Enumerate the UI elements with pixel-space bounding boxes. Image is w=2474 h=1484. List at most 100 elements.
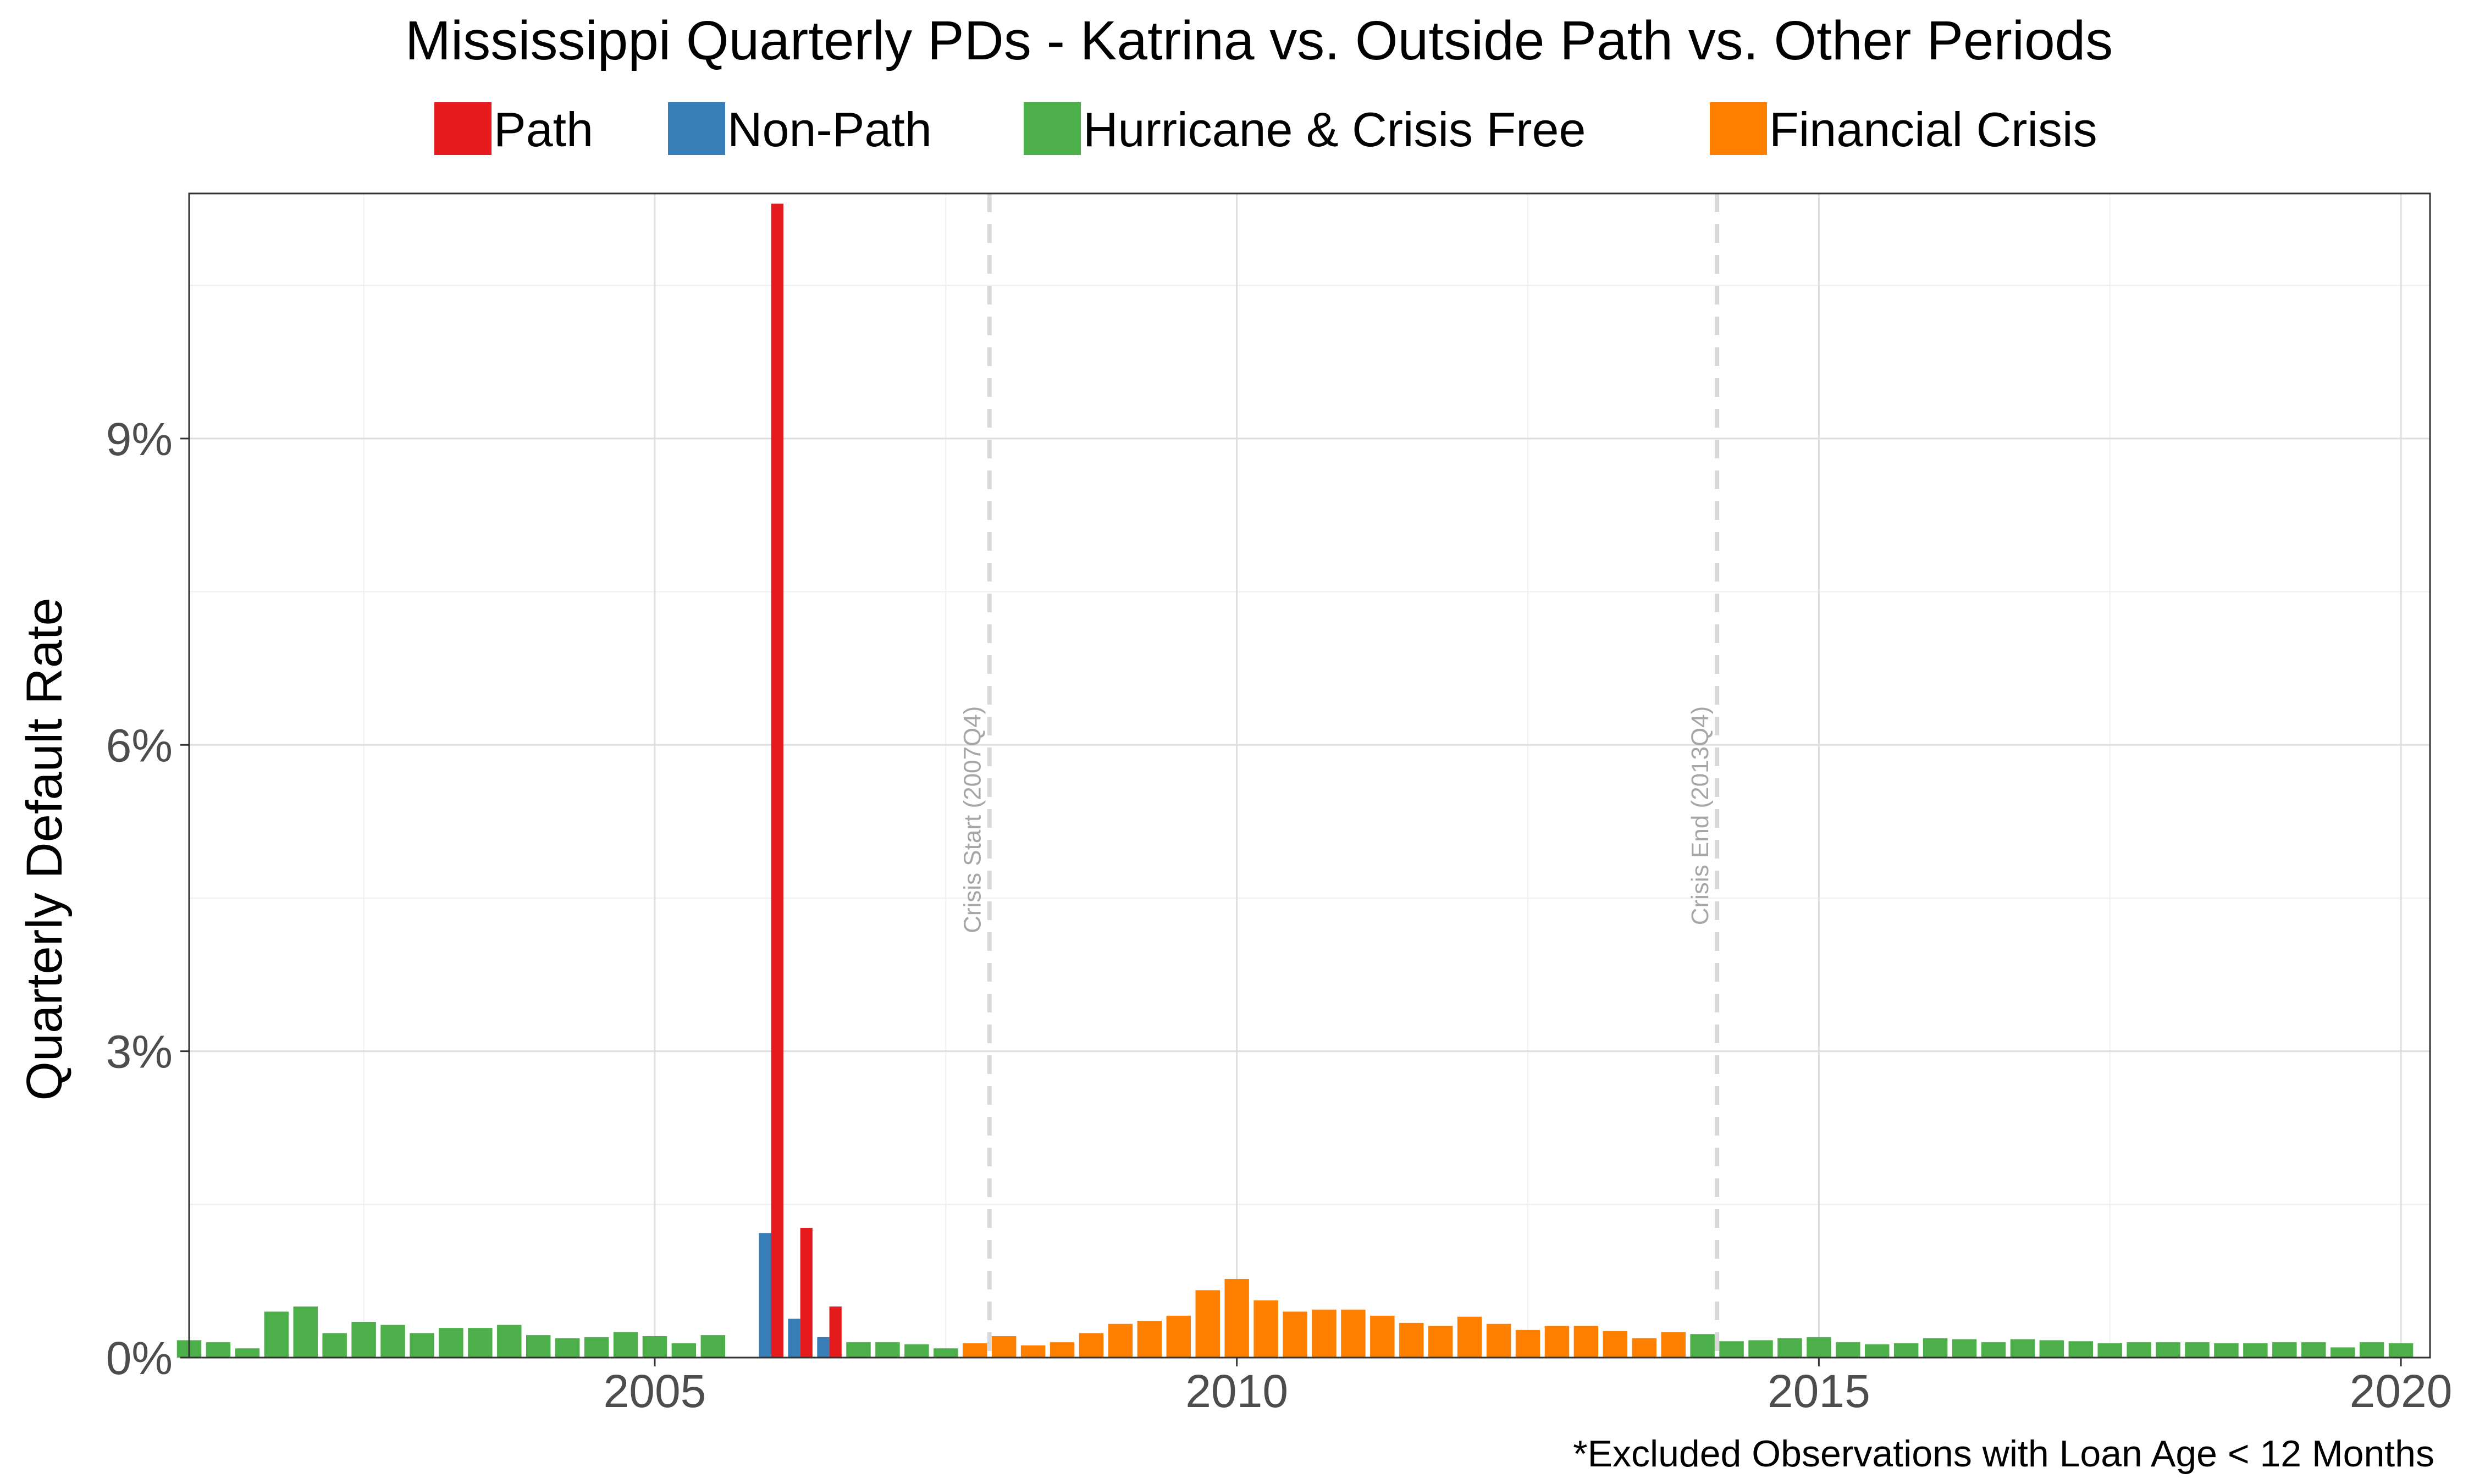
bar-path-2006Q1 [771,203,783,1358]
legend-swatch-path [434,102,492,155]
bar-crisis-2010Q2 [1253,1300,1278,1358]
bar-free-2004Q1 [526,1335,551,1358]
bar-nonpath-2006Q2 [788,1319,800,1358]
bar-crisis-2011Q1 [1341,1309,1366,1358]
plot-panel: Crisis Start (2007Q4) Crisis End (2013Q4) [176,192,2431,1359]
y-tick-label: 3% [106,1026,173,1078]
bar-free-2017Q1 [2039,1340,2064,1358]
bar-crisis-2009Q1 [1108,1324,1133,1358]
bar-free-2014Q4 [1777,1338,1802,1358]
bar-crisis-2013Q2 [1603,1331,1628,1358]
bar-free-2014Q3 [1748,1340,1773,1358]
bar-free-2019Q1 [2272,1342,2297,1358]
bar-free-2003Q2 [439,1328,463,1358]
bar-crisis-2011Q4 [1428,1326,1453,1358]
bar-free-2014Q2 [1719,1341,1744,1358]
grid-minor [189,193,2430,1358]
bar-crisis-2012Q3 [1515,1330,1540,1358]
bar-free-2016Q4 [2010,1339,2035,1358]
legend-label-free: Hurricane & Crisis Free [1083,102,1586,157]
bar-free-2014Q1 [1690,1334,1715,1358]
bar-free-2015Q2 [1836,1342,1860,1358]
bar-crisis-2011Q2 [1370,1315,1395,1358]
bar-free-2019Q2 [2301,1342,2326,1358]
bar-free-2016Q1 [1923,1338,1948,1358]
bar-nonpath-2006Q3 [817,1337,830,1358]
bar-free-2001Q4 [264,1311,289,1358]
legend-label-nonpath: Non-Path [727,102,932,157]
bar-free-2003Q3 [468,1328,493,1358]
bar-crisis-2010Q3 [1283,1311,1307,1358]
bar-crisis-2012Q4 [1544,1326,1570,1358]
bar-crisis-2008Q2 [1020,1345,1046,1358]
plot-border [188,192,2431,1359]
bar-crisis-2007Q4 [963,1343,987,1358]
bar-free-2002Q1 [293,1306,318,1358]
bar-free-2003Q1 [410,1333,434,1358]
legend-swatch-nonpath [668,102,725,155]
bar-crisis-2012Q2 [1486,1324,1511,1358]
bar-free-2005Q1 [642,1336,667,1358]
bar-crisis-2010Q1 [1224,1278,1249,1358]
bar-free-2018Q3 [2214,1343,2239,1358]
bar-nonpath-2006Q1 [759,1233,771,1358]
bar-free-2015Q1 [1807,1337,1831,1358]
bar-crisis-2008Q4 [1079,1333,1104,1358]
bar-free-2018Q2 [2185,1342,2210,1358]
bar-crisis-2010Q4 [1312,1309,1337,1358]
bar-crisis-2009Q2 [1137,1321,1162,1358]
bar-free-2002Q2 [322,1333,347,1358]
plot-background [189,193,2430,1358]
bar-free-2005Q3 [700,1335,726,1358]
bar-crisis-2012Q1 [1457,1316,1482,1358]
bar-free-2002Q3 [351,1321,376,1358]
legend: Path Non-Path Hurricane & Crisis Free Finan… [434,102,2097,157]
y-tick-label: 9% [106,413,173,465]
y-axis: 0% 3% 6% 9% [106,413,189,1384]
bar-free-2007Q3 [934,1348,958,1358]
bar-free-2018Q4 [2243,1343,2268,1358]
bar-free-2015Q4 [1893,1343,1919,1358]
x-tick-label: 2010 [1185,1365,1288,1417]
bar-crisis-2013Q1 [1573,1326,1599,1358]
x-tick-label: 2015 [1768,1365,1870,1417]
legend-swatch-free [1024,102,1081,155]
bar-free-2003Q4 [497,1325,522,1358]
bar-free-2007Q1 [875,1342,900,1358]
legend-label-path: Path [494,102,593,157]
bar-free-2019Q3 [2330,1347,2355,1358]
bar-free-2017Q4 [2127,1342,2151,1358]
bar-crisis-2011Q3 [1399,1322,1424,1358]
bar-free-2004Q2 [555,1338,580,1358]
bar-path-2006Q3 [829,1306,842,1358]
legend-label-crisis: Financial Crisis [1769,102,2097,157]
bar-free-2001Q2 [206,1342,231,1358]
x-axis: 2005 2010 2015 2020 [604,1358,2453,1417]
x-tick-label: 2005 [604,1365,706,1417]
bar-free-2015Q3 [1865,1344,1890,1358]
y-axis-title: Quarterly Default Rate [16,597,73,1100]
bar-free-2005Q2 [671,1343,697,1358]
bar-crisis-2009Q3 [1166,1315,1191,1358]
bar-path-2006Q2 [800,1228,813,1358]
crisis-line-label: Crisis Start (2007Q4) [959,706,986,933]
bar-free-2016Q3 [1981,1342,2006,1358]
crisis-line-label: Crisis End (2013Q4) [1687,706,1714,926]
bar-free-2020Q1 [2388,1343,2414,1358]
bar-free-2016Q2 [1952,1339,1977,1358]
bar-free-2018Q1 [2156,1342,2180,1358]
bar-free-2017Q2 [2068,1341,2094,1358]
bar-crisis-2008Q3 [1050,1342,1075,1358]
bar-free-2004Q4 [613,1332,638,1358]
chart-title: Mississippi Quarterly PDs - Katrina vs. … [405,10,2113,71]
bar-free-2019Q4 [2359,1342,2384,1358]
bar-crisis-2013Q4 [1661,1332,1686,1358]
bar-crisis-2008Q1 [991,1336,1017,1358]
legend-swatch-crisis [1710,102,1767,155]
bar-free-2001Q3 [235,1348,260,1358]
bar-free-2004Q3 [584,1337,609,1358]
bar-free-2002Q4 [380,1325,405,1358]
bar-free-2006Q4 [846,1342,871,1358]
bar-crisis-2009Q4 [1195,1290,1220,1358]
